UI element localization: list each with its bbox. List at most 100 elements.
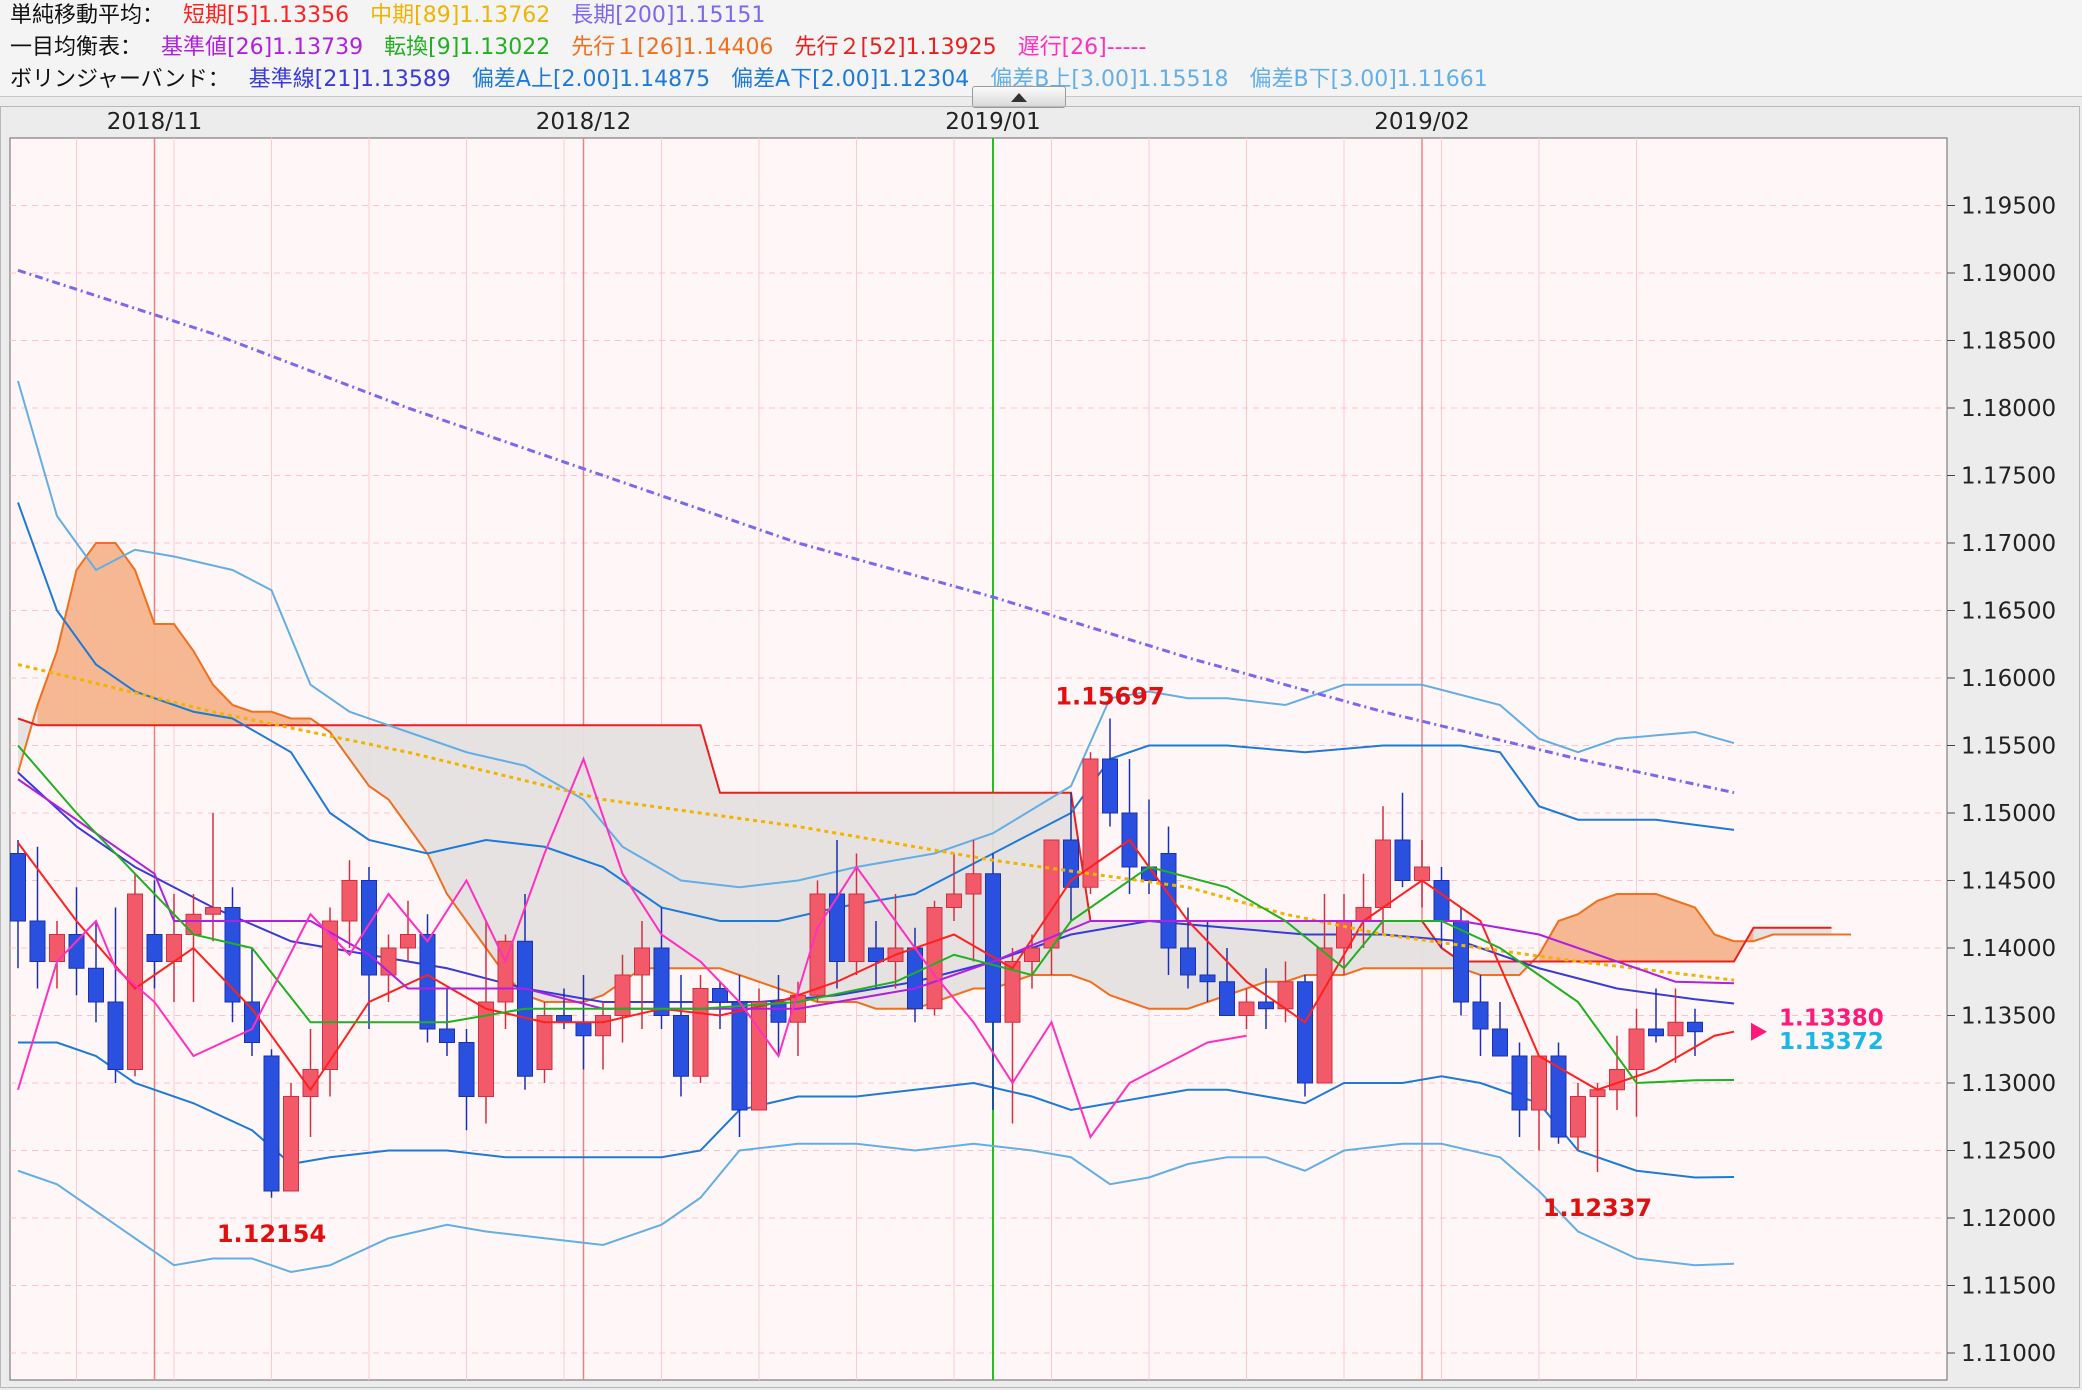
price-pointer-icon	[1751, 1022, 1767, 1041]
candle	[614, 954, 631, 1043]
candle-body	[1238, 1001, 1255, 1016]
candle-body	[1648, 1028, 1664, 1037]
candle-body	[205, 907, 221, 915]
candle-body	[244, 1001, 260, 1043]
cloud-segment	[525, 725, 545, 1002]
cloud-segment	[271, 711, 291, 726]
candle-body	[1550, 1055, 1567, 1138]
candlesticks	[10, 718, 1703, 1198]
candle-body	[1199, 974, 1216, 983]
cloud-segment	[1500, 961, 1520, 975]
bollinger-mid-value: 基準線[21]1.13589	[248, 67, 451, 92]
candle-body	[653, 947, 670, 1016]
cloud-segment	[96, 543, 116, 726]
candle-body	[1531, 1055, 1547, 1111]
candle	[1492, 1002, 1508, 1057]
candle	[907, 927, 923, 1023]
cloud-segment	[115, 543, 135, 726]
cloud-segment	[1636, 894, 1656, 962]
cloud-segment	[154, 624, 174, 726]
candle-body	[419, 934, 436, 1030]
candle-body	[595, 1015, 611, 1037]
y-tick-label: 1.11500	[1961, 1274, 2056, 1300]
candle	[848, 853, 865, 975]
candle-body	[439, 1028, 455, 1043]
x-tick-label: 2018/12	[536, 109, 632, 135]
candle	[1238, 988, 1255, 1029]
candle	[88, 921, 104, 1023]
candle	[1414, 840, 1430, 908]
sma-mid-value: 中期[89]1.13762	[370, 3, 551, 28]
y-tick-label: 1.15500	[1961, 734, 2056, 760]
indicator-line	[17, 663, 1735, 982]
ichimoku-legend-row: 一目均衡表： 基準値[26]1.13739 転換[9]1.13022 先行１[2…	[10, 32, 1160, 64]
price-chart[interactable]: 1.11000 1.11500 1.12000 1.12500 1.13000 1.135…	[0, 106, 2082, 1390]
candle	[1628, 1008, 1645, 1117]
candle-body	[1102, 758, 1118, 814]
cloud-segment	[1110, 921, 1130, 1002]
cloud-segment	[291, 718, 311, 726]
candle-body	[614, 974, 631, 1016]
cloud-segment	[1188, 921, 1208, 1009]
cloud-segment	[1753, 927, 1773, 942]
y-tick-label: 1.18000	[1961, 396, 2056, 422]
cloud-segment	[700, 725, 720, 969]
candle	[341, 860, 358, 948]
candle-body	[1024, 947, 1040, 962]
candle-body	[770, 1001, 787, 1023]
candle	[283, 1083, 299, 1192]
candle-body	[1570, 1096, 1586, 1138]
candle	[1531, 1055, 1547, 1151]
candle	[1453, 907, 1469, 1016]
candle-body	[302, 1069, 319, 1097]
candle	[1472, 975, 1489, 1056]
candle-body	[985, 873, 1001, 1023]
current-price-label: 1.13372	[1779, 1029, 1884, 1055]
bollinger-a-lower-value: 偏差A下[2.00]1.12304	[731, 67, 970, 92]
cloud-segment	[642, 725, 662, 969]
y-tick-label: 1.16500	[1961, 599, 2056, 625]
x-axis: 2018/11 2018/12 2019/01 2019/02	[107, 109, 1470, 135]
candle	[673, 975, 689, 1097]
cloud-segment	[1773, 927, 1793, 935]
candle	[302, 1029, 319, 1137]
candle-body	[751, 1001, 767, 1111]
x-tick-label: 2018/11	[107, 109, 203, 135]
candle-body	[1667, 1021, 1684, 1037]
candle	[127, 873, 143, 1077]
cloud-segment	[1578, 900, 1598, 962]
candle	[244, 948, 260, 1056]
candle-body	[1472, 1001, 1489, 1030]
candle-body	[1297, 981, 1313, 1084]
ichimoku-kijun-value: 基準値[26]1.13739	[161, 35, 364, 60]
y-tick-label: 1.19000	[1961, 261, 2056, 287]
candle-body	[10, 853, 26, 922]
cloud-segment	[1285, 921, 1305, 982]
chevron-up-icon	[1011, 92, 1027, 102]
bollinger-line	[17, 1142, 1735, 1274]
sma-legend-label: 単純移動平均：	[10, 3, 165, 28]
candle	[809, 880, 826, 1002]
cloud-segment	[486, 725, 506, 975]
y-axis: 1.11000 1.11500 1.12000 1.12500 1.13000 1.135…	[1947, 194, 2056, 1367]
candle	[692, 975, 709, 1083]
y-tick-label: 1.12500	[1961, 1139, 2056, 1165]
legend-collapse-button[interactable]	[972, 86, 1066, 108]
y-tick-label: 1.18500	[1961, 329, 2056, 355]
candle	[419, 914, 436, 1043]
extreme-price-label: 1.15697	[1055, 683, 1164, 711]
candle-body	[107, 1001, 124, 1070]
candle	[1004, 948, 1021, 1124]
candle	[1199, 921, 1216, 1002]
candle-body	[1433, 880, 1450, 922]
candle-body	[1043, 839, 1060, 949]
candle	[68, 887, 85, 996]
y-tick-label: 1.15000	[1961, 801, 2056, 827]
candle	[1394, 792, 1411, 888]
candle-body	[829, 893, 845, 962]
candle-body	[341, 880, 358, 922]
extreme-price-label: 1.12154	[217, 1220, 326, 1248]
indicator-line	[17, 838, 1735, 1092]
candle-body	[1219, 981, 1235, 1016]
candle-body	[283, 1096, 299, 1192]
